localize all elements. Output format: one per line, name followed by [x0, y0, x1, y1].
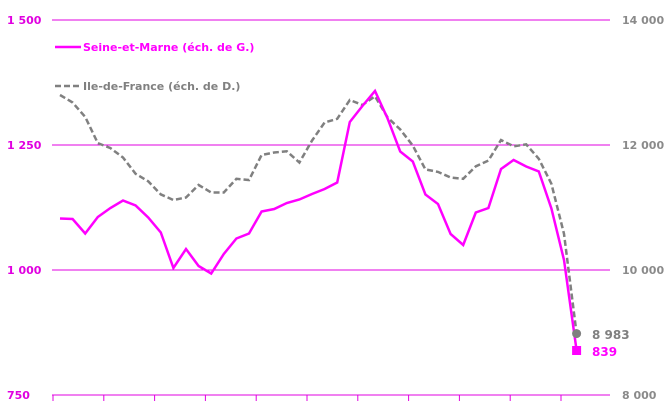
- right-tick-label-12000: 12 000: [622, 139, 664, 152]
- right-tick-label-10000: 10 000: [622, 264, 664, 277]
- legend-label-seine-et-marne: Seine-et-Marne (éch. de G.): [83, 41, 254, 54]
- left-tick-label-1000: 1 000: [7, 264, 42, 277]
- left-tick-label-1500: 1 500: [7, 14, 42, 27]
- legend: Seine-et-Marne (éch. de G.) Ile-de-Franc…: [55, 41, 254, 93]
- right-tick-label-14000: 14 000: [622, 14, 664, 27]
- end-point-ile-de-france: [572, 329, 582, 339]
- legend-label-ile-de-france: Ile-de-France (éch. de D.): [83, 80, 240, 93]
- end-label-seine-et-marne: 839: [592, 345, 617, 359]
- legend-item-seine-et-marne: Seine-et-Marne (éch. de G.): [55, 41, 254, 54]
- legend-item-ile-de-france: Ile-de-France (éch. de D.): [55, 80, 240, 93]
- series-line-ile-de-france: [59, 93, 578, 334]
- x-axis-ticks: [52, 395, 562, 401]
- gridlines: [52, 19, 610, 396]
- left-axis: 1 500 1 250 1 000 750: [7, 14, 42, 402]
- right-tick-label-8000: 8 000: [622, 389, 657, 402]
- end-point-seine-et-marne: [572, 346, 582, 355]
- left-tick-label-750: 750: [7, 389, 30, 402]
- left-tick-label-1250: 1 250: [7, 139, 42, 152]
- end-label-ile-de-france: 8 983: [592, 328, 630, 342]
- right-axis: 14 000 12 000 10 000 8 000: [622, 14, 664, 402]
- series-line-seine-et-marne: [59, 88, 578, 351]
